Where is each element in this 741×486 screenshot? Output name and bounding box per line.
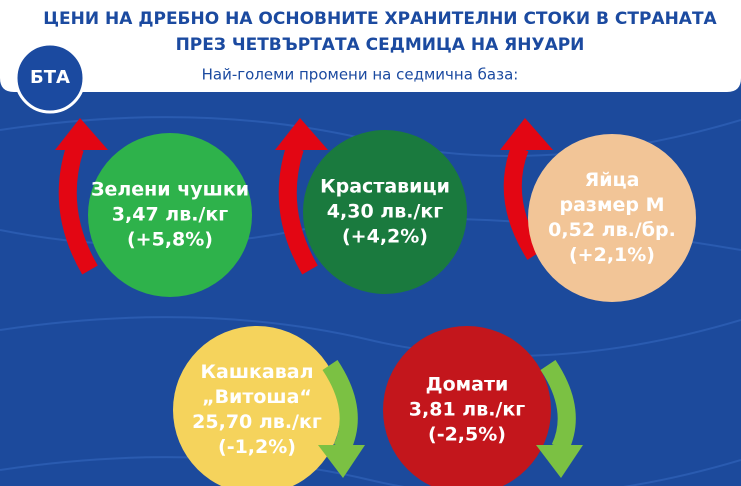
item-change: (-1,2%) xyxy=(218,436,296,458)
item-price: 3,47 лв./кг xyxy=(112,204,228,226)
logo xyxy=(14,42,86,114)
item-name: размер М xyxy=(559,194,664,216)
item-price: 25,70 лв./кг xyxy=(192,411,322,433)
item-circle xyxy=(528,134,696,302)
item-name: „Витоша“ xyxy=(202,386,312,408)
up-arrows xyxy=(55,118,553,275)
item-name: Домати xyxy=(426,374,509,396)
subtitle: Най-големи промени на седмична база: xyxy=(202,66,519,84)
item-circle xyxy=(173,326,341,486)
item-price: 4,30 лв./кг xyxy=(327,201,443,223)
item-name: Зелени чушки xyxy=(91,179,249,201)
item-name: Кашкавал xyxy=(200,361,313,383)
logo-text: БТА xyxy=(30,67,70,88)
item-circle xyxy=(303,130,467,294)
item-price: 3,81 лв./кг xyxy=(409,399,525,421)
item-name: Краставици xyxy=(320,176,450,198)
item-change: (+2,1%) xyxy=(569,244,655,266)
down-arrows xyxy=(318,360,583,478)
item-circle xyxy=(383,326,551,486)
header-panel xyxy=(0,0,741,92)
item-change: (-2,5%) xyxy=(428,424,506,446)
title-line: ПРЕЗ ЧЕТВЪРТАТА СЕДМИЦА НА ЯНУАРИ xyxy=(176,35,585,55)
item-circle xyxy=(88,133,252,297)
item-price: 0,52 лв./бр. xyxy=(548,219,676,241)
item-name: Яйца xyxy=(585,169,640,191)
title-line: ЦЕНИ НА ДРЕБНО НА ОСНОВНИТЕ ХРАНИТЕЛНИ С… xyxy=(43,9,717,29)
item-change: (+5,8%) xyxy=(127,229,213,251)
item-change: (+4,2%) xyxy=(342,226,428,248)
